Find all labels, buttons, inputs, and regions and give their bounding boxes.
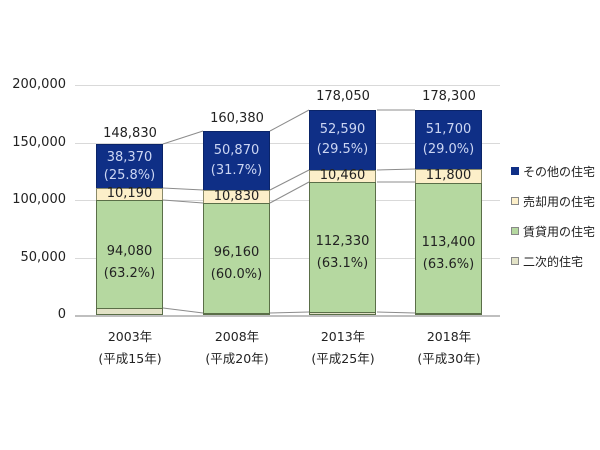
label-value: 112,330 [315,234,370,249]
x-label-year: 2008年 [214,329,260,344]
label-value: 51,700 [425,122,472,137]
gridline-200000 [75,85,500,86]
segment-other-housing: 52,590 (29.5%) [309,110,376,170]
label-percent: (31.7%) [210,163,263,178]
x-label-year: 2003年 [107,329,153,344]
segment-secondary-housing [96,308,163,315]
label-value: 94,080 [106,244,153,259]
bar-total-2018: 178,300 [422,89,476,104]
label-value: 38,370 [106,150,153,165]
label-percent: (63.1%) [316,256,369,271]
bar-2003: 38,370 (25.8%) 10,190 94,080 (63.2%) [96,144,163,315]
legend-item-secondary-housing: 二次的住宅 [511,246,595,276]
bar-2008: 50,870 (31.7%) 10,830 96,160 (60.0%) [203,131,270,315]
segment-other-housing: 38,370 (25.8%) [96,144,163,188]
label-value: 113,400 [421,235,476,250]
segment-for-sale-housing: 10,830 [203,189,270,204]
label-value: 11,800 [425,168,472,183]
y-tick-200000: 200,000 [12,77,66,92]
bar-total-2008: 160,380 [210,111,264,126]
label-value: 50,870 [213,143,260,158]
label-percent: (63.6%) [422,257,475,272]
gridline-150000 [75,143,500,144]
label-value: 10,830 [213,189,260,204]
legend-item-other-housing: その他の住宅 [511,156,595,186]
legend-swatch-icon [511,227,519,235]
segment-secondary-housing [203,313,270,315]
legend-swatch-icon [511,167,519,175]
label-value: 52,590 [319,122,366,137]
legend-label: その他の住宅 [523,164,596,179]
legend-label: 売却用の住宅 [523,194,596,209]
legend-label: 二次的住宅 [523,254,584,269]
legend-label: 賃貸用の住宅 [523,224,596,239]
bar-2018: 51,700 (29.0%) 11,800 113,400 (63.6%) [415,110,482,315]
segment-rental-housing: 113,400 (63.6%) [415,183,482,313]
legend-swatch-icon [511,197,519,205]
bar-total-2013: 178,050 [316,89,370,104]
y-tick-0: 0 [57,307,66,322]
y-tick-50000: 50,000 [20,250,67,265]
label-percent: (29.0%) [422,142,475,157]
segment-for-sale-housing: 10,460 [309,168,376,183]
label-percent: (29.5%) [316,142,369,157]
segment-secondary-housing [309,312,376,315]
x-label-2003: 2003年 (平成15年) [80,326,180,370]
segment-rental-housing: 94,080 (63.2%) [96,200,163,308]
segment-other-housing: 51,700 (29.0%) [415,110,482,169]
y-tick-100000: 100,000 [12,192,66,207]
chart-legend: その他の住宅 売却用の住宅 賃貸用の住宅 二次的住宅 [511,156,595,276]
label-value: 10,460 [319,168,366,183]
x-label-year: 2013年 [320,329,366,344]
label-value: 10,190 [106,186,153,201]
segment-rental-housing: 112,330 (63.1%) [309,182,376,312]
label-percent: (25.8%) [103,168,156,183]
label-value: 96,160 [213,245,260,260]
label-percent: (60.0%) [210,267,263,282]
segment-for-sale-housing: 10,190 [96,186,163,201]
x-label-2018: 2018年 (平成30年) [399,326,499,370]
bar-total-2003: 148,830 [103,126,157,141]
legend-item-rental-housing: 賃貸用の住宅 [511,216,595,246]
x-label-era: (平成25年) [311,351,375,366]
x-axis-baseline [75,315,500,317]
gridline-100000 [75,200,500,201]
segment-other-housing: 50,870 (31.7%) [203,131,270,190]
x-label-era: (平成15年) [98,351,162,366]
x-label-year: 2018年 [426,329,472,344]
legend-swatch-icon [511,257,519,265]
legend-item-for-sale-housing: 売却用の住宅 [511,186,595,216]
bar-2013: 52,590 (29.5%) 10,460 112,330 (63.1%) [309,110,376,315]
x-label-era: (平成30年) [417,351,481,366]
segment-rental-housing: 96,160 (60.0%) [203,203,270,313]
segment-for-sale-housing: 11,800 [415,168,482,183]
segment-secondary-housing [415,313,482,315]
label-percent: (63.2%) [103,266,156,281]
gridline-50000 [75,258,500,259]
x-label-era: (平成20年) [205,351,269,366]
x-label-2008: 2008年 (平成20年) [187,326,287,370]
y-tick-150000: 150,000 [12,135,66,150]
x-label-2013: 2013年 (平成25年) [293,326,393,370]
